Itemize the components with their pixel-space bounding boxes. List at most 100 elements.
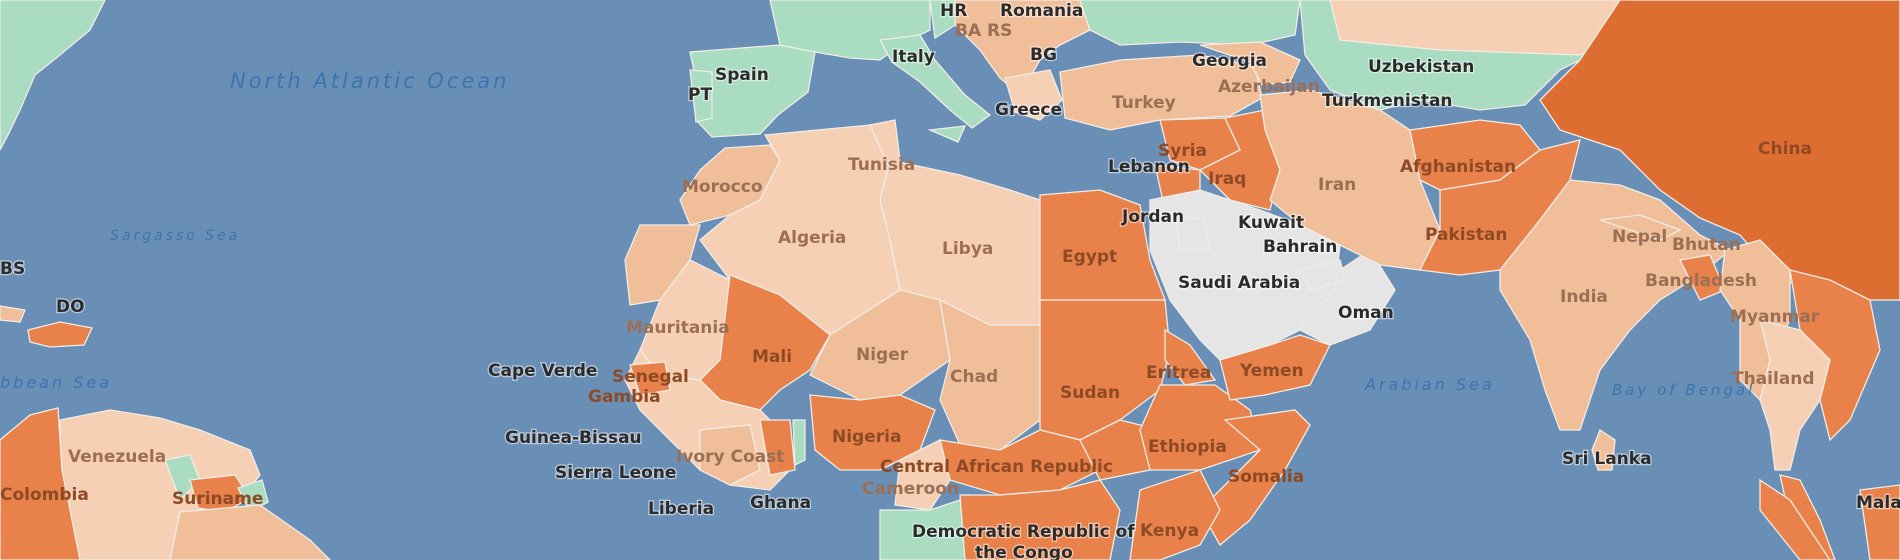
country-labels-muted: BA RS Turkey Azerbaijan Morocco Tunisia … bbox=[68, 21, 1820, 499]
china-region[interactable] bbox=[1539, 0, 1900, 301]
drc-region[interactable] bbox=[959, 479, 1121, 560]
iran-region[interactable] bbox=[1259, 89, 1441, 271]
label-saudi: Saudi Arabia bbox=[1178, 273, 1300, 293]
caucasus[interactable] bbox=[1199, 41, 1301, 86]
label-bg: BG bbox=[1030, 45, 1057, 65]
nepal-region[interactable] bbox=[1599, 214, 1682, 241]
niger-region[interactable] bbox=[809, 289, 951, 401]
label-iraq: Iraq bbox=[1208, 169, 1246, 189]
label-ghana: Ghana bbox=[750, 493, 811, 513]
label-azerbaijan: Azerbaijan bbox=[1218, 77, 1320, 97]
ghana-region[interactable] bbox=[759, 419, 796, 476]
arabian-interior-dots bbox=[1174, 214, 1211, 251]
label-kuwait: Kuwait bbox=[1238, 213, 1304, 233]
cameroon-region[interactable] bbox=[894, 439, 951, 511]
label-bhutan: Bhutan bbox=[1672, 235, 1741, 255]
ukraine-region[interactable] bbox=[1079, 0, 1301, 46]
label-hr: HR bbox=[940, 1, 967, 21]
label-thailand: Thailand bbox=[1732, 369, 1815, 389]
sumatra[interactable] bbox=[1759, 478, 1831, 560]
thailand-region[interactable] bbox=[1759, 319, 1831, 471]
senegal-region[interactable] bbox=[629, 361, 671, 396]
label-bangladesh: Bangladesh bbox=[1645, 271, 1757, 291]
country-labels-orange: China Syria Iraq Afghanistan Pakistan Eg… bbox=[0, 139, 1812, 541]
label-oman: Oman bbox=[1338, 303, 1394, 323]
label-malay: Malay bbox=[1856, 493, 1900, 513]
label-cameroon: Cameroon bbox=[862, 479, 959, 499]
label-romania: Romania bbox=[1000, 1, 1083, 21]
turkey-region[interactable] bbox=[1059, 54, 1263, 131]
kenya-region[interactable] bbox=[1129, 469, 1221, 560]
label-mauritania: Mauritania bbox=[626, 318, 730, 338]
eritrea-region[interactable] bbox=[1164, 328, 1217, 386]
uae-region[interactable] bbox=[1299, 259, 1346, 291]
label-guinea-bissau: Guinea-Bissau bbox=[505, 428, 642, 448]
somalia-region[interactable] bbox=[1199, 409, 1311, 546]
label-eritrea: Eritrea bbox=[1146, 363, 1211, 383]
sicily[interactable] bbox=[927, 125, 967, 143]
india-region[interactable] bbox=[1499, 179, 1732, 431]
label-georgia: Georgia bbox=[1192, 51, 1267, 71]
cuba-hispaniola[interactable] bbox=[27, 321, 93, 348]
label-ivory-coast: Ivory Coast bbox=[676, 447, 784, 467]
french-guiana[interactable] bbox=[237, 479, 269, 513]
label-india: India bbox=[1560, 287, 1608, 307]
label-uzbekistan: Uzbekistan bbox=[1368, 57, 1474, 77]
label-kenya: Kenya bbox=[1140, 521, 1199, 541]
greece-region[interactable] bbox=[1004, 69, 1063, 121]
sri-lanka-region[interactable] bbox=[1591, 429, 1616, 471]
label-somalia: Somalia bbox=[1228, 467, 1304, 487]
label-colombia: Colombia bbox=[0, 485, 89, 505]
yemen-region[interactable] bbox=[1219, 334, 1331, 401]
caribbean-small[interactable] bbox=[0, 305, 26, 323]
label-sri-lanka: Sri Lanka bbox=[1562, 449, 1652, 469]
label-bahrain: Bahrain bbox=[1263, 237, 1337, 257]
togo-benin[interactable] bbox=[792, 419, 806, 467]
label-sargasso: Sargasso Sea bbox=[110, 228, 240, 244]
ethiopia-region[interactable] bbox=[1139, 384, 1261, 471]
label-pakistan: Pakistan bbox=[1425, 225, 1507, 245]
label-senegal: Senegal bbox=[612, 367, 689, 387]
brazil-north[interactable] bbox=[169, 504, 331, 560]
portugal[interactable] bbox=[689, 69, 713, 123]
label-syria: Syria bbox=[1158, 141, 1207, 161]
malay-right[interactable] bbox=[1859, 484, 1900, 560]
label-gambia: Gambia bbox=[588, 387, 661, 407]
label-italy: Italy bbox=[892, 47, 935, 67]
label-algeria: Algeria bbox=[778, 228, 846, 248]
label-venezuela: Venezuela bbox=[68, 447, 166, 467]
north-america-coast[interactable] bbox=[0, 0, 106, 151]
colombia-region[interactable] bbox=[0, 407, 81, 560]
label-lebanon: Lebanon bbox=[1108, 157, 1190, 177]
label-greece: Greece bbox=[995, 100, 1062, 120]
label-niger: Niger bbox=[856, 345, 909, 365]
mali-region[interactable] bbox=[699, 274, 831, 411]
ivory-coast-region[interactable] bbox=[699, 424, 761, 486]
label-pt: PT bbox=[688, 85, 712, 105]
italy-peninsula[interactable] bbox=[878, 34, 992, 129]
label-afghanistan: Afghanistan bbox=[1400, 157, 1516, 177]
kazakhstan[interactable] bbox=[1329, 0, 1626, 56]
central-europe[interactable] bbox=[929, 0, 956, 40]
label-bengal: Bay of Bengal bbox=[1612, 381, 1755, 399]
label-north-atlantic: North Atlantic Ocean bbox=[230, 69, 510, 93]
label-morocco: Morocco bbox=[682, 177, 763, 197]
label-car: Central African Republic bbox=[880, 457, 1113, 477]
label-spain: Spain bbox=[715, 65, 769, 85]
label-iran: Iran bbox=[1318, 175, 1356, 195]
label-suriname: Suriname bbox=[172, 489, 263, 509]
label-tunisia: Tunisia bbox=[848, 155, 915, 175]
label-drc: Democratic Republic of bbox=[912, 522, 1135, 542]
label-ethiopia: Ethiopia bbox=[1148, 437, 1227, 457]
label-libya: Libya bbox=[942, 239, 993, 259]
label-turkey: Turkey bbox=[1112, 93, 1176, 113]
label-chad: Chad bbox=[950, 367, 998, 387]
tunisia-region[interactable] bbox=[869, 119, 901, 172]
suriname-region[interactable] bbox=[189, 474, 251, 513]
label-cape-verde: Cape Verde bbox=[488, 361, 597, 381]
label-jordan: Jordan bbox=[1121, 207, 1184, 227]
label-caribbean: bbean Sea bbox=[0, 373, 112, 392]
label-nigeria: Nigeria bbox=[832, 427, 901, 447]
